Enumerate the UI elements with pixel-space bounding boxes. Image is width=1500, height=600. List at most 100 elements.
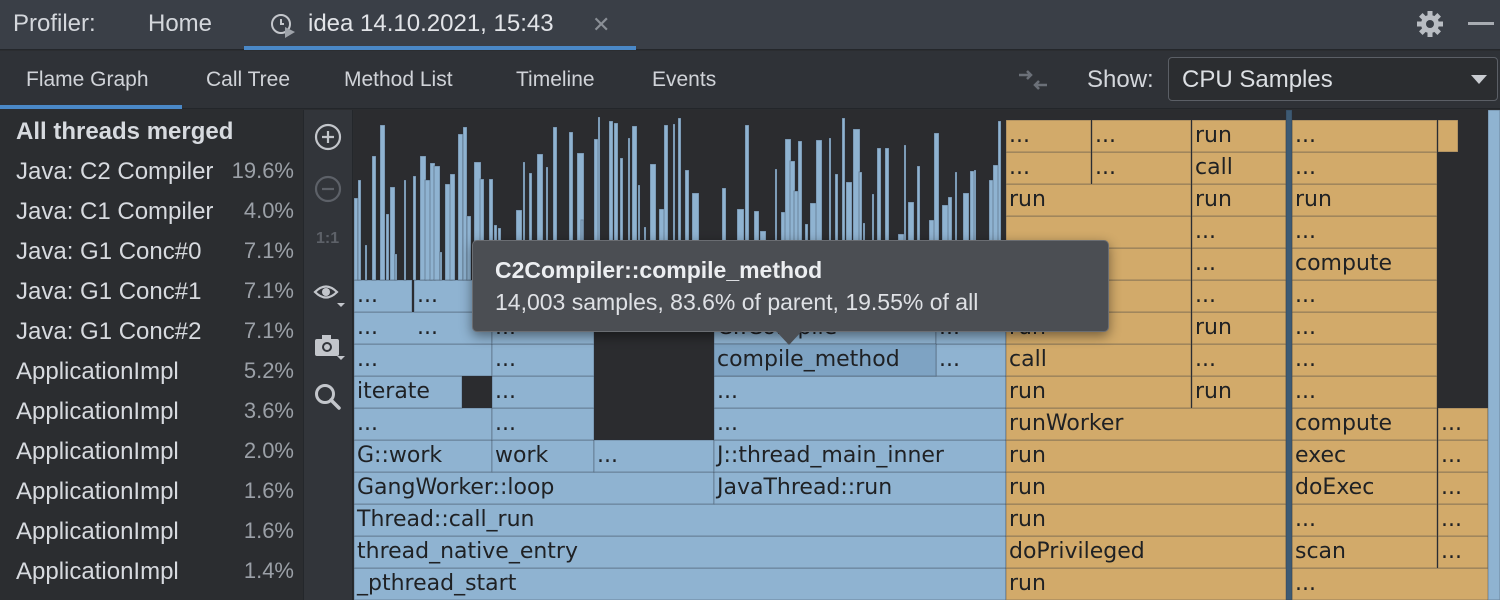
flame-frame[interactable] xyxy=(1005,471,1287,505)
flame-frame-label: ... xyxy=(495,379,516,404)
flame-frame[interactable] xyxy=(1191,183,1287,217)
flame-frame[interactable] xyxy=(1291,439,1438,473)
minimize-icon[interactable] xyxy=(1468,22,1494,25)
flame-frame[interactable] xyxy=(354,279,413,313)
thread-item[interactable]: ApplicationImpl 1.4% xyxy=(0,552,302,592)
flame-frame-spike[interactable] xyxy=(457,133,464,281)
flame-frame[interactable] xyxy=(1005,535,1287,569)
gear-icon[interactable] xyxy=(1416,10,1444,38)
flame-frame-spike[interactable] xyxy=(433,165,441,281)
flame-frame[interactable] xyxy=(1437,119,1459,153)
thread-item[interactable]: ApplicationImpl 1.6% xyxy=(0,472,302,512)
flame-frame[interactable] xyxy=(1291,535,1438,569)
flame-frame[interactable] xyxy=(1005,151,1092,185)
thread-item[interactable]: Java: C1 Compiler 4.0% xyxy=(0,192,302,232)
flame-frame-label: ... xyxy=(495,411,516,436)
flame-frame-spike[interactable] xyxy=(462,126,468,281)
flame-frame[interactable] xyxy=(713,407,1007,441)
flame-frame-label: ... xyxy=(1009,155,1030,180)
flame-frame[interactable] xyxy=(1191,151,1287,185)
flame-frame[interactable] xyxy=(1291,151,1438,185)
flame-frame-label: ... xyxy=(1295,155,1316,180)
flame-frame[interactable] xyxy=(1005,183,1192,217)
eye-icon[interactable] xyxy=(313,280,345,310)
flame-frame[interactable] xyxy=(491,439,595,473)
flame-frame-spike[interactable] xyxy=(412,175,417,281)
thread-item[interactable]: Java: G1 Conc#1 7.1% xyxy=(0,272,302,312)
search-icon[interactable] xyxy=(313,382,343,412)
flame-frame[interactable] xyxy=(1005,407,1287,441)
flame-graph-canvas[interactable] xyxy=(354,110,1500,600)
flame-frame-spike[interactable] xyxy=(439,251,443,281)
camera-icon[interactable] xyxy=(313,332,345,362)
flame-frame[interactable] xyxy=(1005,375,1192,409)
zoom-in-icon[interactable] xyxy=(313,122,343,152)
tab-call-tree[interactable]: Call Tree xyxy=(206,68,291,91)
flame-frame[interactable] xyxy=(354,375,463,409)
flame-frame[interactable] xyxy=(1191,375,1287,409)
flame-frame-label: scan xyxy=(1295,539,1346,564)
zoom-out-icon[interactable] xyxy=(313,174,343,204)
flame-frame[interactable] xyxy=(491,407,595,441)
flame-frame-selected[interactable] xyxy=(713,343,937,377)
flame-frame[interactable] xyxy=(1005,343,1192,377)
flame-frame[interactable] xyxy=(1005,439,1287,473)
flame-frame[interactable] xyxy=(1291,311,1438,345)
show-dropdown[interactable]: CPU Samples xyxy=(1168,57,1498,101)
flame-frame-spike[interactable] xyxy=(1487,110,1500,600)
flame-frame-spike[interactable] xyxy=(385,213,390,281)
flame-frame[interactable] xyxy=(935,343,1007,377)
flame-frame[interactable] xyxy=(1291,343,1438,377)
flame-graph[interactable]: thread_native_entry Thread::call_run GangW… xyxy=(354,110,1500,600)
flame-frame[interactable] xyxy=(491,375,595,409)
merge-arrows-icon[interactable] xyxy=(1016,65,1050,95)
flame-frame[interactable] xyxy=(1005,119,1092,153)
flame-frame-spike[interactable] xyxy=(403,179,407,281)
session-tab[interactable]: idea 14.10.2021, 15:43 ✕ xyxy=(244,0,636,50)
flame-frame-spike[interactable] xyxy=(371,155,377,281)
flame-frame[interactable] xyxy=(354,311,493,345)
flame-frame[interactable] xyxy=(1437,439,1489,473)
flame-frame-spike[interactable] xyxy=(364,244,368,281)
thread-item[interactable]: ApplicationImpl 2.0% xyxy=(0,432,302,472)
flame-frame[interactable] xyxy=(1091,119,1192,153)
flame-frame[interactable] xyxy=(593,439,715,473)
flame-frame-spike[interactable] xyxy=(357,179,362,281)
thread-item[interactable]: ApplicationImpl 3.6% xyxy=(0,392,302,432)
thread-item[interactable]: Java: G1 Conc#0 7.1% xyxy=(0,232,302,272)
flame-frame[interactable] xyxy=(1291,567,1500,600)
flame-frame-spike[interactable] xyxy=(1285,110,1293,600)
flame-frame[interactable] xyxy=(354,343,493,377)
thread-item[interactable]: Java: C2 Compiler 19.6% xyxy=(0,152,302,192)
flame-frame-spike[interactable] xyxy=(379,124,386,281)
tab-events[interactable]: Events xyxy=(652,68,717,91)
close-icon[interactable]: ✕ xyxy=(592,12,611,37)
actual-size-icon[interactable]: 1:1 xyxy=(316,230,340,247)
flame-frame-spike[interactable] xyxy=(389,186,396,281)
flame-frame-spike[interactable] xyxy=(354,197,359,281)
home-tab[interactable]: Home xyxy=(148,10,213,37)
flame-frame[interactable] xyxy=(1437,503,1489,537)
thread-item[interactable]: Java: G1 Conc#2 7.1% xyxy=(0,312,302,352)
flame-frame-label: ... xyxy=(417,283,438,308)
flame-frame[interactable] xyxy=(713,375,1007,409)
flame-frame[interactable] xyxy=(1191,343,1287,377)
thread-item[interactable]: ApplicationImpl 5.2% xyxy=(0,352,302,392)
flame-frame[interactable] xyxy=(1437,471,1489,505)
thread-item[interactable]: ApplicationImpl 1.6% xyxy=(0,512,302,552)
flame-frame[interactable] xyxy=(354,407,493,441)
tab-method-list[interactable]: Method List xyxy=(344,68,453,91)
flame-frame[interactable] xyxy=(1291,503,1438,537)
flame-frame-spike[interactable] xyxy=(394,253,398,281)
flame-frame[interactable] xyxy=(354,503,1007,537)
tab-flame-graph[interactable]: Flame Graph xyxy=(26,68,149,91)
flame-frame-label: run xyxy=(1195,315,1232,340)
tab-timeline[interactable]: Timeline xyxy=(516,68,595,91)
thread-name: Java: G1 Conc#0 xyxy=(16,238,202,265)
flame-frame[interactable] xyxy=(491,343,595,377)
flame-frame[interactable] xyxy=(1091,151,1192,185)
flame-frame[interactable] xyxy=(413,279,475,313)
flame-frame-spike[interactable] xyxy=(466,215,472,281)
flame-frame-spike[interactable] xyxy=(449,173,456,281)
thread-item-all[interactable]: All threads merged xyxy=(0,112,302,152)
